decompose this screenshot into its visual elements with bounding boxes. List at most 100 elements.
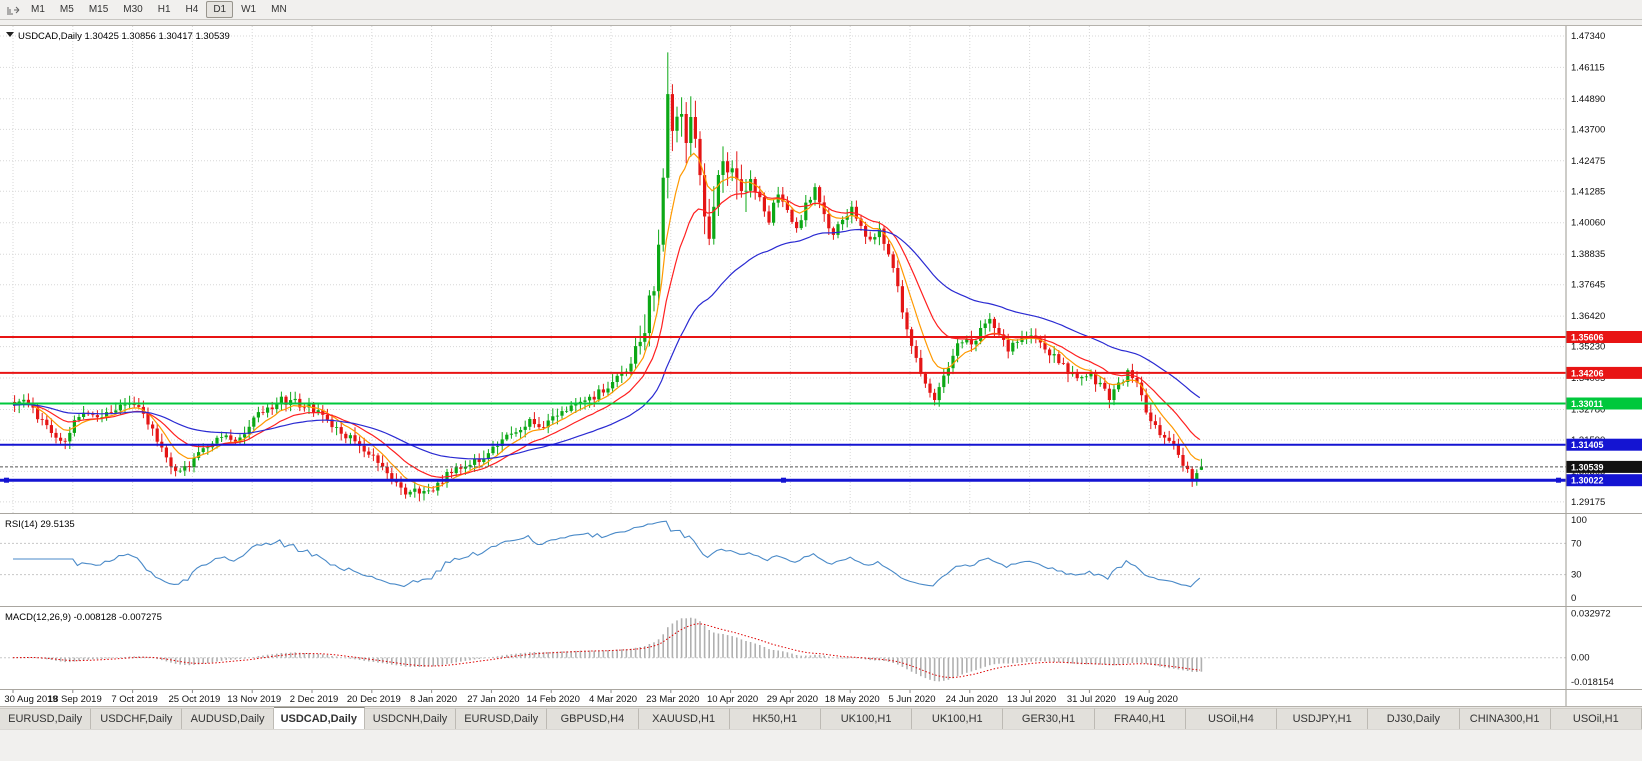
macd-chart[interactable]: 0.032972 0.00 -0.018154 MACD(12,26,9) -0.0… [0,607,1642,689]
price-axis-label: 1.44890 [1571,94,1605,105]
macd-indicator-pane: 0.032972 0.00 -0.018154 MACD(12,26,9) -0.0… [0,606,1642,689]
chart-tab-audusd-daily[interactable]: AUDUSD,Daily [182,708,274,729]
toolbar-gap [0,20,1642,25]
chart-tab-uk100-h1[interactable]: UK100,H1 [912,708,1004,729]
timeframe-button-m30[interactable]: M30 [123,4,143,15]
price-tag [1566,474,1642,487]
timeframe-button-w1[interactable]: W1 [241,4,257,15]
timeframe-toolbar: M1 M5 M15 M30 H1 H4 D1 W1 MN [0,0,1642,20]
rsi-axis-label: 0 [1571,593,1576,604]
chart-tab-uk100-h1[interactable]: UK100,H1 [820,708,913,729]
rsi-label: RSI(14) 29.5135 [5,519,75,530]
chart-tab-hk50-h1[interactable]: HK50,H1 [729,708,821,729]
price-axis-label: 1.42475 [1571,156,1605,167]
price-tag-label: 1.30022 [1571,476,1604,486]
price-tag-label: 1.33011 [1571,399,1603,409]
date-axis-label: 13 Jul 2020 [1007,694,1056,705]
price-axis-label: 1.47340 [1571,31,1605,42]
date-axis-label: 30 Aug 2019 [4,694,57,705]
rsi-axis-label: 70 [1571,538,1582,549]
price-axis-label: 1.46115 [1571,62,1605,73]
symbol-dropdown-icon[interactable] [6,32,14,37]
price-tag [1566,331,1642,343]
price-tag [1566,366,1642,379]
date-axis-label: 5 Jun 2020 [888,694,935,705]
price-tag [1566,460,1642,473]
chart-tab-xauusd-h1[interactable]: XAUUSD,H1 [638,708,730,729]
date-axis-pane: 30 Aug 2019 18 Sep 2019 7 Oct 2019 25 Oct 2… [0,689,1642,706]
date-axis-label: 25 Oct 2019 [169,694,221,705]
price-axis-label: 1.35230 [1571,342,1605,353]
chart-tab-dj30-daily[interactable]: DJ30,Daily [1368,708,1460,729]
date-axis-label: 7 Oct 2019 [111,694,157,705]
date-axis-label: 2 Dec 2019 [290,694,339,705]
timeframe-button-h4[interactable]: H4 [185,4,199,15]
timeframe-button-m15[interactable]: M15 [88,4,109,15]
moving-average-line [12,191,1201,479]
macd-axis-label: 0.032972 [1571,609,1611,620]
date-axis-label: 14 Feb 2020 [527,694,580,705]
timeframe-button-d1[interactable]: D1 [206,1,234,18]
price-tag [1566,438,1642,451]
price-axis-label: 1.29175 [1571,497,1605,508]
chart-title: USDCAD,Daily 1.30425 1.30856 1.30417 1.3… [18,31,230,42]
rsi-axis-label: 30 [1571,570,1582,581]
timeframe-button-m5[interactable]: M5 [59,4,74,15]
macd-axis-label: 0.00 [1571,653,1590,664]
price-tag-label: 1.34206 [1571,368,1604,378]
price-axis-label: 1.43700 [1571,124,1605,135]
price-axis-label: 1.38835 [1571,249,1605,260]
rsi-indicator-pane: 100 70 30 0 RSI(14) 29.5135 [0,513,1642,606]
date-axis-label: 24 Jun 2020 [946,694,998,705]
chart-tab-usdcnh-daily[interactable]: USDCNH,Daily [364,708,457,729]
price-axis-label: 1.32780 [1571,405,1605,416]
price-tag [1566,397,1642,410]
main-price-chart[interactable]: 1.47340 1.46115 1.44890 1.43700 1.42475 1.412… [0,26,1642,513]
date-axis-label: 18 May 2020 [825,694,880,705]
macd-axis-label: -0.018154 [1571,677,1614,688]
date-axis-label: 13 Nov 2019 [227,694,281,705]
macd-label: MACD(12,26,9) -0.008128 -0.007275 [5,612,162,623]
candlestick-series [13,52,1203,502]
chart-tab-ger30-h1[interactable]: GER30,H1 [1003,708,1095,729]
chart-tab-usoil-h1[interactable]: USOil,H1 [1550,708,1642,729]
timeframe-button-mn[interactable]: MN [271,4,287,15]
price-pane: 1.47340 1.46115 1.44890 1.43700 1.42475 1.412… [0,26,1642,513]
rsi-chart[interactable]: 100 70 30 0 RSI(14) 29.5135 [0,514,1642,606]
timeframe-button-h1[interactable]: H1 [157,4,171,15]
macd-histogram [18,617,1203,682]
date-axis-label: 18 Sep 2019 [48,694,102,705]
macd-signal-line [12,623,1200,679]
status-bar [0,729,1642,761]
chart-tab-bar: EURUSD,Daily USDCHF,Daily AUDUSD,Daily USDC… [0,706,1642,729]
chart-tab-fra40-h1[interactable]: FRA40,H1 [1094,708,1186,729]
line-drag-handle[interactable] [1556,477,1561,483]
timeframe-buttons: M1 M5 M15 M30 H1 H4 D1 W1 MN [24,1,294,18]
chart-tab-usdchf-daily[interactable]: USDCHF,Daily [91,708,183,729]
chart-tab-eurusd-daily[interactable]: EURUSD,Daily [456,708,548,729]
line-drag-handle[interactable] [4,477,9,483]
chart-tab-usoil-h4[interactable]: USOil,H4 [1185,708,1278,729]
moving-average-line [12,228,1201,460]
price-axis-label: 1.36420 [1571,311,1605,322]
chart-window: 1.47340 1.46115 1.44890 1.43700 1.42475 1.412… [0,25,1642,706]
line-drag-handle[interactable] [781,477,786,483]
chart-tab-usdcad-daily[interactable]: USDCAD,Daily [273,707,365,729]
price-axis-label: 1.40060 [1571,218,1605,229]
date-axis-label: 27 Jan 2020 [467,694,519,705]
chart-tab-usdjpy-h1[interactable]: USDJPY,H1 [1277,708,1369,729]
date-axis-label: 19 Aug 2020 [1125,694,1178,705]
chart-shift-icon[interactable] [3,4,23,16]
rsi-axis-label: 100 [1571,515,1587,526]
price-tag-label: 1.35606 [1571,333,1604,343]
chart-tab-gbpusd-h4[interactable]: GBPUSD,H4 [547,708,639,729]
price-tag-label: 1.31405 [1571,440,1604,450]
date-axis-label: 4 Mar 2020 [589,694,637,705]
rsi-line [13,520,1201,588]
date-axis-label: 23 Mar 2020 [646,694,699,705]
chart-tab-china300-h1[interactable]: CHINA300,H1 [1459,708,1551,729]
date-axis-label: 20 Dec 2019 [347,694,401,705]
timeframe-button-m1[interactable]: M1 [31,4,45,15]
chart-tab-eurusd-daily[interactable]: EURUSD,Daily [0,708,92,729]
